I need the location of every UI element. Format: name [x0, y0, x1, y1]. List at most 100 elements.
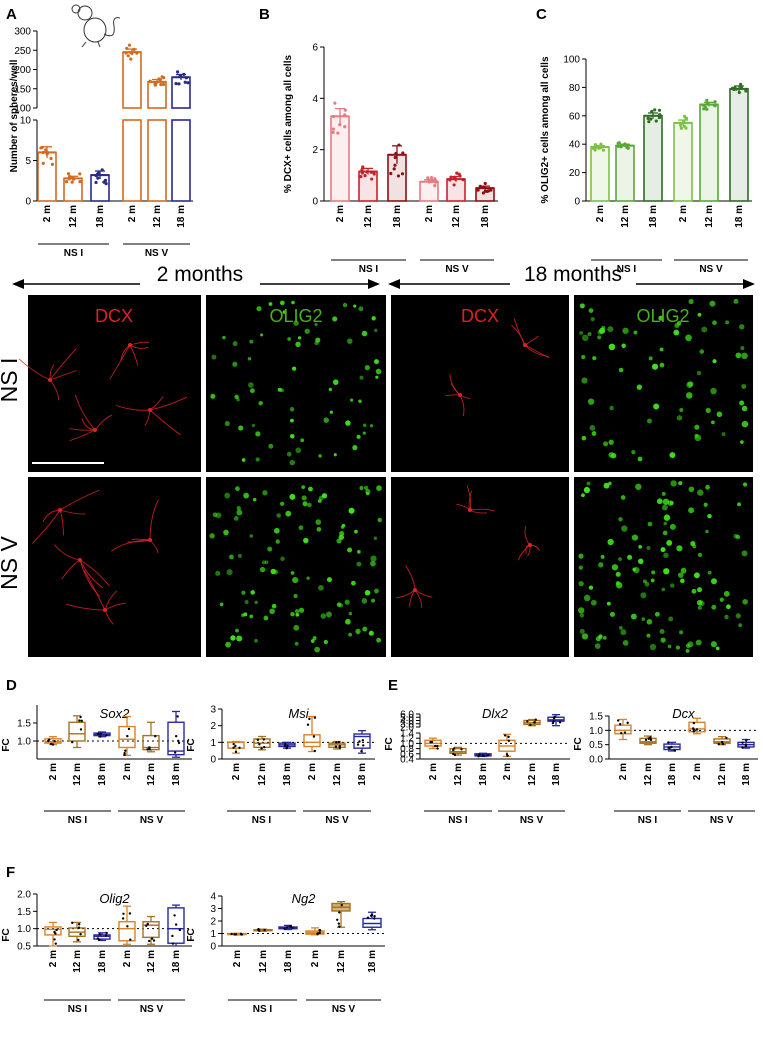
bar: [729, 88, 749, 202]
x-tick-label: 2 m: [307, 763, 318, 780]
data-point: [97, 732, 100, 736]
cell-nucleus: [598, 562, 604, 568]
data-point: [436, 747, 439, 750]
cell-nucleus: [578, 607, 585, 614]
neuron-process: [79, 559, 110, 587]
cell-nucleus: [268, 443, 274, 449]
x-tick-label: 2 m: [595, 205, 606, 222]
cell-nucleus: [316, 526, 322, 532]
cell-nucleus: [579, 628, 585, 634]
data-point: [176, 70, 180, 74]
cell-nucleus: [597, 335, 602, 340]
data-point: [49, 742, 53, 746]
cell-nucleus: [264, 560, 269, 565]
neuron-process: [527, 544, 531, 557]
group-label: NS V: [699, 264, 723, 275]
data-point: [449, 175, 453, 179]
cell-nucleus: [304, 328, 310, 334]
cell-nucleus: [259, 566, 266, 573]
group-label: NS I: [253, 1004, 273, 1015]
cell-nucleus: [677, 572, 684, 578]
data-point: [96, 176, 100, 180]
y-tick-label: 100: [563, 55, 580, 66]
data-point: [64, 179, 69, 184]
data-point: [679, 123, 683, 127]
chart-title: Sox2: [100, 706, 130, 721]
box: [68, 721, 86, 742]
bar: [590, 146, 610, 202]
y-tick-label: 0.5: [17, 942, 31, 953]
neuron-process: [468, 490, 472, 511]
cell-nucleus: [583, 594, 591, 602]
cell-nucleus: [724, 614, 729, 620]
group-label: NS I: [617, 264, 637, 275]
cell-nucleus: [694, 424, 700, 430]
group-label: NS I: [638, 815, 658, 826]
chart-title: Msi: [288, 706, 309, 721]
group-label: NS V: [145, 248, 169, 259]
cell-nucleus: [647, 418, 652, 424]
cell-nucleus: [212, 512, 218, 518]
data-point: [338, 925, 341, 928]
neuron-process: [83, 570, 106, 611]
cell-nucleus: [741, 384, 747, 389]
cell-nucleus: [348, 632, 353, 637]
cell-nucleus: [703, 502, 708, 507]
data-point: [483, 181, 487, 186]
box: [44, 738, 62, 744]
cell-nucleus: [607, 538, 614, 546]
data-point: [234, 744, 237, 748]
y-tick-label: 4.0: [400, 716, 414, 727]
y-tick-label: 0: [574, 197, 580, 208]
y-axis-title: % DCX+ cells among all cells: [283, 55, 294, 194]
neuron-process: [104, 609, 114, 625]
cell-nucleus: [219, 602, 224, 607]
y-tick-label: 1.0: [17, 924, 31, 935]
bar: [171, 119, 191, 202]
cell-nucleus: [261, 560, 266, 565]
data-point: [361, 165, 365, 169]
data-point: [313, 716, 317, 719]
neuron-process: [449, 374, 461, 396]
data-point: [336, 918, 339, 921]
cell-nucleus: [243, 492, 250, 499]
neuron-process: [131, 538, 151, 541]
bar: [37, 151, 57, 202]
neuron-process: [445, 394, 461, 397]
cell-nucleus: [669, 583, 675, 588]
cell-nucleus: [377, 517, 382, 523]
period-arrow-18-months: 18 months: [388, 263, 755, 298]
data-point: [452, 183, 456, 187]
cell-nucleus: [608, 439, 614, 445]
data-point: [360, 749, 363, 753]
cell-nucleus: [223, 529, 229, 536]
data-point: [182, 72, 186, 77]
marker-label-dcx-18m: DCX: [461, 306, 499, 326]
cell-nucleus: [581, 377, 588, 384]
y-tick-label: 3: [210, 904, 216, 915]
box: [353, 733, 371, 749]
neuron-process: [524, 344, 550, 359]
neuron-process: [32, 509, 61, 544]
data-point: [178, 928, 182, 932]
panel-letter-f: F: [6, 864, 15, 881]
data-point: [283, 927, 286, 931]
y-tick-label: 5.0: [400, 713, 414, 724]
cell-nucleus: [635, 483, 642, 490]
box: [167, 907, 185, 944]
bar: [643, 115, 663, 202]
cell-nucleus: [659, 628, 665, 635]
cell-nucleus: [621, 343, 626, 348]
cell-nucleus: [301, 495, 307, 501]
data-point: [45, 152, 49, 156]
cell-nucleus: [609, 611, 615, 617]
cell-nucleus: [739, 324, 745, 330]
data-point: [373, 915, 376, 918]
cell-nucleus: [298, 607, 305, 613]
data-point: [174, 734, 178, 738]
x-tick-label: 18 m: [667, 763, 678, 786]
data-point: [79, 715, 82, 719]
data-point: [77, 938, 80, 942]
neuron-process: [69, 429, 96, 442]
